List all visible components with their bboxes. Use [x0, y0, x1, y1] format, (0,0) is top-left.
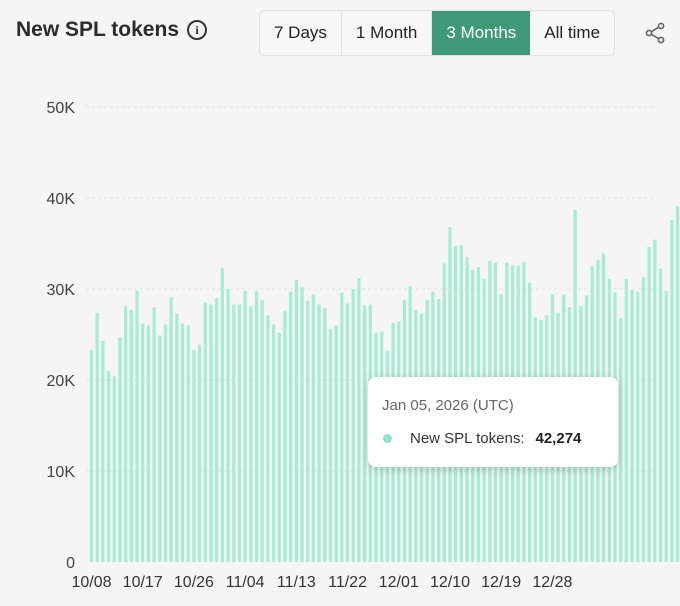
bar: [129, 309, 133, 562]
bar: [118, 337, 122, 562]
bar: [101, 340, 105, 562]
bar: [141, 323, 145, 562]
chart-title-group: New SPL tokens i: [16, 18, 207, 42]
bar: [266, 315, 270, 562]
x-tick-label: 10/08: [71, 574, 111, 591]
x-tick-label: 10/17: [123, 574, 163, 591]
chart-tooltip: Jan 05, 2026 (UTC) New SPL tokens: 42,27…: [368, 377, 618, 467]
x-tick-label: 11/13: [277, 574, 316, 591]
bar: [254, 290, 259, 562]
y-tick-label: 10K: [47, 464, 76, 481]
y-tick-label: 30K: [47, 282, 76, 299]
bar: [630, 289, 634, 562]
bar: [152, 307, 156, 562]
bar: [345, 303, 350, 562]
bar: [334, 325, 338, 562]
bar: [135, 290, 139, 562]
x-tick-label: 12/01: [379, 574, 419, 591]
y-tick-label: 40K: [47, 191, 76, 208]
bar: [169, 297, 173, 562]
chart-title: New SPL tokens: [16, 18, 179, 41]
x-tick-label: 12/10: [430, 574, 470, 591]
bar: [146, 325, 151, 562]
bar: [203, 302, 207, 562]
bar: [260, 299, 264, 562]
y-tick-label: 0: [66, 555, 75, 572]
bar: [351, 289, 355, 562]
x-tick-label: 12/28: [532, 574, 572, 591]
bar: [306, 300, 310, 562]
bar: [624, 278, 629, 562]
series-dot-icon: [383, 434, 392, 443]
bar: [106, 370, 111, 562]
bar-chart: 0 10K 20K 30K 40K 50K 10/08 10/17 10/26 11/04 11/1…: [0, 64, 680, 606]
bar: [180, 323, 185, 562]
chart-header: New SPL tokens i 7 Days 1 Month 3 Months…: [0, 0, 680, 64]
bar: [670, 219, 674, 562]
x-tick-label: 11/22: [328, 574, 367, 591]
bar: [658, 268, 663, 562]
bar: [323, 308, 327, 562]
share-icon[interactable]: [643, 21, 667, 45]
range-3-months-button[interactable]: 3 Months: [432, 11, 531, 55]
bar: [294, 279, 298, 562]
bar: [340, 292, 344, 562]
bar: [226, 289, 230, 562]
bar: [163, 324, 168, 562]
bar: [192, 349, 196, 562]
bar: [283, 310, 287, 562]
bar: [289, 291, 293, 562]
x-tick-label: 10/26: [174, 574, 214, 591]
bar: [209, 304, 213, 562]
bar: [89, 349, 94, 562]
bar: [328, 329, 333, 562]
bar: [158, 335, 162, 562]
bar: [675, 206, 680, 562]
bar: [317, 304, 321, 562]
bar: [277, 332, 281, 562]
bar: [641, 277, 646, 562]
bar: [112, 376, 116, 562]
bar: [653, 239, 657, 563]
tooltip-row: New SPL tokens: 42,274: [383, 430, 581, 447]
info-icon[interactable]: i: [187, 20, 207, 40]
bar: [271, 324, 276, 562]
bar: [215, 298, 219, 562]
bar: [664, 290, 668, 562]
bar: [175, 313, 179, 562]
bar: [619, 318, 623, 562]
bar: [647, 247, 651, 562]
bar: [311, 294, 316, 562]
chart-canvas: 0 10K 20K 30K 40K 50K 10/08 10/17 10/26 11/04 11/1…: [47, 100, 680, 591]
range-7-days-button[interactable]: 7 Days: [260, 11, 342, 55]
range-1-month-button[interactable]: 1 Month: [342, 11, 433, 55]
bar: [232, 304, 236, 562]
bar: [220, 268, 225, 562]
tooltip-date: Jan 05, 2026 (UTC): [382, 397, 514, 414]
bar: [300, 287, 304, 562]
bar: [636, 291, 640, 562]
bar: [249, 306, 253, 562]
x-tick-label: 11/04: [226, 574, 265, 591]
tooltip-series-label: New SPL tokens:: [410, 430, 525, 447]
time-range-selector: 7 Days 1 Month 3 Months All time: [259, 10, 616, 56]
bar: [123, 306, 128, 562]
x-tick-label: 12/19: [481, 574, 521, 591]
y-tick-label: 50K: [47, 100, 76, 117]
tooltip-value: 42,274: [535, 430, 582, 447]
bar: [243, 290, 247, 562]
bar: [357, 278, 361, 562]
bar: [362, 305, 367, 562]
bar: [186, 325, 190, 562]
bar: [237, 304, 242, 562]
bar: [95, 312, 99, 562]
y-tick-label: 20K: [47, 373, 76, 390]
bar: [197, 344, 202, 562]
range-all-time-button[interactable]: All time: [544, 23, 601, 42]
